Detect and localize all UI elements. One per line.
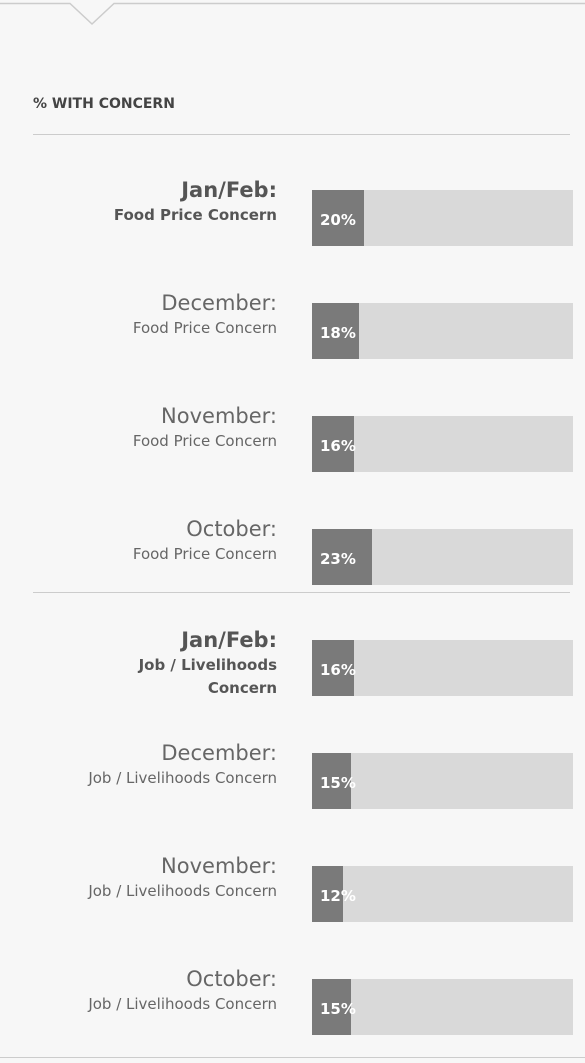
value-label: 23% — [320, 550, 356, 568]
group-separator — [33, 592, 570, 593]
period-label: December: — [161, 741, 277, 765]
bar-track: 12% — [312, 866, 573, 922]
concern-label: Food Price Concern — [132, 545, 277, 563]
bar-track: 16% — [312, 640, 573, 696]
row-label: November: Food Price Concern — [77, 402, 277, 453]
period-label: October: — [186, 517, 277, 541]
period-label: Jan/Feb: — [181, 628, 277, 652]
period-label: November: — [161, 404, 277, 428]
period-label: October: — [186, 967, 277, 991]
row-label: Jan/Feb: Job / Livelihoods Concern — [77, 626, 277, 700]
row-label: October: Food Price Concern — [77, 515, 277, 566]
bar-track: 18% — [312, 303, 573, 359]
row-label: Jan/Feb: Food Price Concern — [77, 176, 277, 227]
bar — [312, 416, 354, 472]
header-rule — [33, 134, 570, 135]
bar-track: 23% — [312, 529, 573, 585]
top-border — [0, 0, 585, 26]
chart-title: % WITH CONCERN — [33, 96, 175, 112]
value-label: 16% — [320, 661, 356, 679]
concern-label: Food Price Concern — [132, 432, 277, 450]
bar — [312, 303, 359, 359]
period-label: November: — [161, 854, 277, 878]
bar — [312, 979, 352, 1035]
value-label: 20% — [320, 211, 356, 229]
value-label: 12% — [320, 887, 356, 905]
concern-label: Job / Livelihoods Concern — [138, 656, 277, 697]
bar — [312, 190, 365, 246]
row-label: November: Job / Livelihoods Concern — [77, 852, 277, 903]
bar-track: 15% — [312, 753, 573, 809]
bar-track: 16% — [312, 416, 573, 472]
concern-label: Job / Livelihoods Concern — [88, 769, 277, 787]
bar-track: 15% — [312, 979, 573, 1035]
row-label: December: Food Price Concern — [77, 289, 277, 340]
concern-label: Food Price Concern — [113, 206, 277, 224]
concern-label: Food Price Concern — [132, 319, 277, 337]
value-label: 15% — [320, 1000, 356, 1018]
bar — [312, 640, 354, 696]
bar — [312, 529, 373, 585]
value-label: 18% — [320, 324, 356, 342]
bar — [312, 753, 352, 809]
concern-label: Job / Livelihoods Concern — [88, 882, 277, 900]
bar — [312, 866, 344, 922]
value-label: 16% — [320, 437, 356, 455]
period-label: Jan/Feb: — [181, 178, 277, 202]
bottom-border — [0, 1057, 585, 1058]
row-label: October: Job / Livelihoods Concern — [77, 965, 277, 1016]
value-label: 15% — [320, 774, 356, 792]
period-label: December: — [161, 291, 277, 315]
row-label: December: Job / Livelihoods Concern — [77, 739, 277, 790]
bar-track: 20% — [312, 190, 573, 246]
concern-label: Job / Livelihoods Concern — [88, 995, 277, 1013]
